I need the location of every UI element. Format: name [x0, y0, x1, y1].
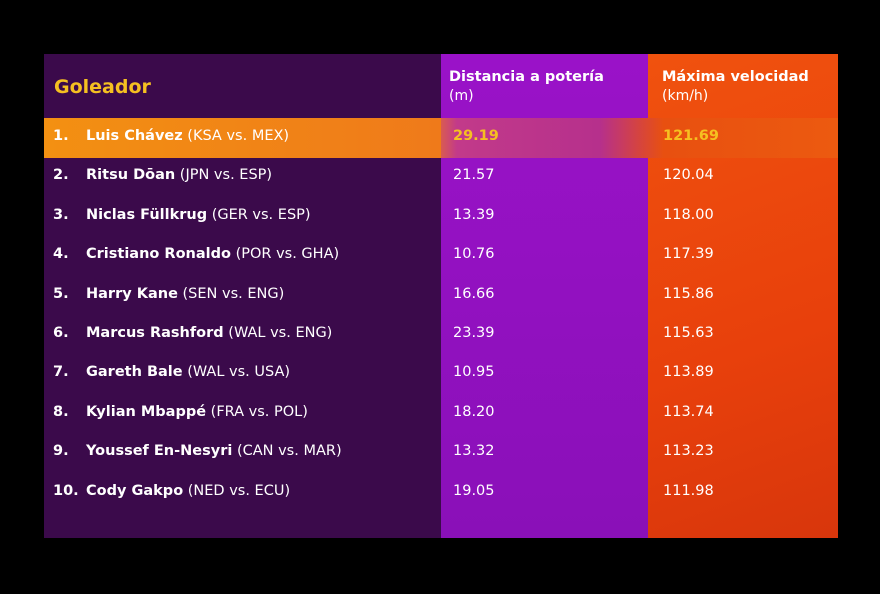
distance-value: 19.05 — [453, 482, 495, 499]
player: Luis Chávez (KSA vs. MEX) — [86, 128, 289, 144]
header-distance: Distancia a potería (m) — [449, 68, 604, 106]
rank: 10. — [53, 482, 79, 499]
match: (WAL vs. ENG) — [228, 325, 333, 341]
distance-value: 23.39 — [453, 325, 495, 341]
match: (CAN vs. MAR) — [236, 443, 342, 460]
speed-value: 120.04 — [663, 167, 714, 184]
header-distance-label: Distancia a potería — [449, 69, 604, 85]
player: Niclas Füllkrug (GER vs. ESP) — [86, 207, 311, 223]
player-name: Cristiano Ronaldo — [86, 246, 231, 263]
table-row: 7. Gareth Bale (WAL vs. USA) 10.95 113.89 — [44, 354, 838, 393]
distance-value: 29.19 — [453, 128, 499, 144]
table-row: 8. Kylian Mbappé (FRA vs. POL) 18.20 113.74 — [44, 394, 838, 433]
table-row: 2. Ritsu Dōan (JPN vs. ESP) 21.57 120.04 — [44, 157, 838, 196]
distance-value: 18.20 — [453, 403, 495, 420]
player: Harry Kane (SEN vs. ENG) — [86, 286, 284, 302]
table-row: 6. Marcus Rashford (WAL vs. ENG) 23.39 115.… — [44, 315, 838, 354]
speed-value: 111.98 — [663, 482, 714, 499]
match: (SEN vs. ENG) — [182, 285, 285, 302]
player-name: Kylian Mbappé — [86, 403, 207, 420]
table-row: 9. Youssef En-Nesyri (CAN vs. MAR) 13.32 11… — [44, 433, 838, 472]
match: (JPN vs. ESP) — [179, 167, 273, 184]
match: (GER vs. ESP) — [211, 206, 311, 223]
player: Gareth Bale (WAL vs. USA) — [86, 364, 290, 380]
match: (NED vs. ECU) — [187, 482, 291, 499]
player: Youssef En-Nesyri (CAN vs. MAR) — [86, 443, 342, 459]
speed-value: 113.89 — [663, 364, 714, 381]
header-speed-label: Máxima velocidad — [662, 69, 809, 85]
speed-value: 115.63 — [663, 325, 714, 341]
scorers-table: Goleador Distancia a potería (m) Máxima … — [44, 54, 838, 538]
player-name: Marcus Rashford — [86, 325, 224, 341]
rank: 1. — [53, 128, 69, 144]
player-name: Youssef En-Nesyri — [86, 443, 233, 460]
rank: 8. — [53, 403, 69, 420]
player: Cristiano Ronaldo (POR vs. GHA) — [86, 246, 339, 262]
table-row: 4. Cristiano Ronaldo (POR vs. GHA) 10.76 11… — [44, 236, 838, 275]
match: (KSA vs. MEX) — [187, 128, 290, 144]
player-name: Luis Chávez — [86, 128, 183, 144]
player-name: Niclas Füllkrug — [86, 206, 208, 223]
player-name: Gareth Bale — [86, 364, 183, 381]
player: Cody Gakpo (NED vs. ECU) — [86, 483, 290, 499]
speed-value: 113.23 — [663, 443, 714, 460]
speed-value: 115.86 — [663, 285, 714, 302]
distance-value: 21.57 — [453, 167, 495, 184]
rank: 3. — [53, 206, 69, 223]
rank: 4. — [53, 246, 69, 263]
header-scorer: Goleador — [54, 76, 151, 98]
player-name: Ritsu Dōan — [86, 167, 176, 184]
rank: 2. — [53, 167, 69, 184]
distance-value: 16.66 — [453, 285, 495, 302]
player: Ritsu Dōan (JPN vs. ESP) — [86, 167, 272, 183]
rank: 6. — [53, 325, 69, 341]
match: (WAL vs. USA) — [187, 364, 291, 381]
header-speed-unit: (km/h) — [662, 88, 709, 104]
rank: 9. — [53, 443, 69, 460]
distance-value: 13.32 — [453, 443, 495, 460]
distance-value: 10.95 — [453, 364, 495, 381]
table-row: 5. Harry Kane (SEN vs. ENG) 16.66 115.86 — [44, 276, 838, 315]
speed-value: 118.00 — [663, 206, 714, 223]
player: Kylian Mbappé (FRA vs. POL) — [86, 404, 308, 420]
distance-value: 10.76 — [453, 246, 495, 263]
table-row: 3. Niclas Füllkrug (GER vs. ESP) 13.39 118.… — [44, 197, 838, 236]
table-row: 10. Cody Gakpo (NED vs. ECU) 19.05 111.98 — [44, 473, 838, 512]
speed-value: 121.69 — [663, 128, 719, 144]
speed-value: 117.39 — [663, 246, 714, 263]
distance-value: 13.39 — [453, 206, 495, 223]
rank: 5. — [53, 285, 69, 302]
speed-value: 113.74 — [663, 403, 714, 420]
header-distance-unit: (m) — [449, 88, 474, 104]
match: (FRA vs. POL) — [210, 403, 308, 420]
table-row: 1. Luis Chávez (KSA vs. MEX) 29.19 121.69 — [44, 118, 838, 157]
header-speed: Máxima velocidad (km/h) — [662, 68, 809, 106]
player-name: Cody Gakpo — [86, 482, 184, 499]
match: (POR vs. GHA) — [235, 246, 340, 263]
rank: 7. — [53, 364, 69, 381]
player: Marcus Rashford (WAL vs. ENG) — [86, 325, 332, 341]
player-name: Harry Kane — [86, 285, 178, 302]
highlight-row-left-bg — [44, 118, 441, 158]
